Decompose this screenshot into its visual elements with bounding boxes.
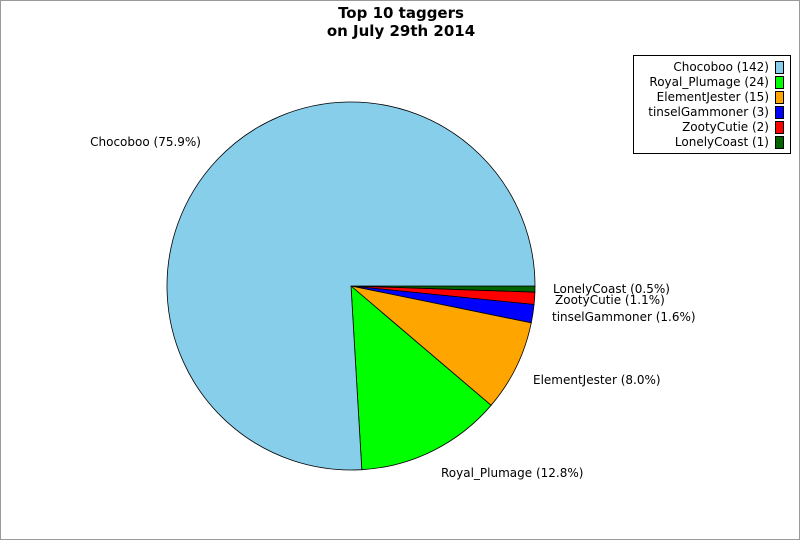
pie-slice-elementjester xyxy=(350,285,532,406)
chart-title-line-1: Top 10 taggers xyxy=(338,4,464,22)
legend-label: ElementJester (15) xyxy=(656,90,769,104)
legend-label: Chocoboo (142) xyxy=(673,60,769,74)
chart-title: Top 10 taggers on July 29th 2014 xyxy=(1,4,800,40)
legend-swatch xyxy=(775,91,784,104)
slice-label-chocoboo: Chocoboo (75.9%) xyxy=(90,135,201,149)
legend-item-royal-plumage: Royal_Plumage (24) xyxy=(634,75,784,90)
slice-label-zootycutie: ZootyCutie (1.1%) xyxy=(555,293,665,307)
legend-label: LonelyCoast (1) xyxy=(674,135,769,149)
legend-label: ZootyCutie (2) xyxy=(682,120,769,134)
legend-item-tinselgammoner: tinselGammoner (3) xyxy=(634,105,784,120)
legend-swatch xyxy=(775,121,784,134)
legend: Chocoboo (142) Royal_Plumage (24) ElementJ… xyxy=(633,55,791,154)
legend-swatch xyxy=(775,61,784,74)
legend-swatch xyxy=(775,136,784,149)
chart-title-line-2: on July 29th 2014 xyxy=(326,22,476,40)
slice-label-lonelycoast: LonelyCoast (0.5%) xyxy=(553,282,670,296)
slice-label-tinselgammoner: tinselGammoner (1.6%) xyxy=(552,310,696,324)
slice-label-elementjester: ElementJester (8.0%) xyxy=(533,373,661,387)
pie-slice-royal-plumage xyxy=(350,285,492,471)
legend-item-lonelycoast: LonelyCoast (1) xyxy=(634,135,784,150)
legend-item-elementjester: ElementJester (15) xyxy=(634,90,784,105)
legend-swatch xyxy=(775,76,784,89)
legend-item-chocoboo: Chocoboo (142) xyxy=(634,60,784,75)
legend-label: tinselGammoner (3) xyxy=(648,105,769,119)
legend-label: Royal_Plumage (24) xyxy=(649,75,769,89)
legend-item-zootycutie: ZootyCutie (2) xyxy=(634,120,784,135)
legend-swatch xyxy=(775,106,784,119)
slice-label-royal-plumage: Royal_Plumage (12.8%) xyxy=(441,466,583,480)
pie-slice-chocoboo xyxy=(166,101,536,471)
